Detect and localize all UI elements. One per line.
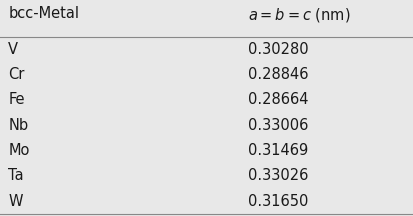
Text: 0.33026: 0.33026 [248, 168, 308, 183]
Text: 0.31650: 0.31650 [248, 194, 308, 209]
Text: W: W [8, 194, 23, 209]
Text: 0.31469: 0.31469 [248, 143, 308, 158]
Text: bcc-Metal: bcc-Metal [8, 6, 79, 21]
Text: Cr: Cr [8, 67, 25, 82]
Text: Nb: Nb [8, 118, 28, 133]
Text: Ta: Ta [8, 168, 24, 183]
Text: V: V [8, 42, 18, 57]
Text: 0.28846: 0.28846 [248, 67, 308, 82]
Text: 0.30280: 0.30280 [248, 42, 309, 57]
Text: Fe: Fe [8, 92, 25, 108]
Text: $a = b = c$ (nm): $a = b = c$ (nm) [248, 6, 350, 24]
Text: 0.28664: 0.28664 [248, 92, 308, 108]
Text: Mo: Mo [8, 143, 30, 158]
Text: 0.33006: 0.33006 [248, 118, 308, 133]
